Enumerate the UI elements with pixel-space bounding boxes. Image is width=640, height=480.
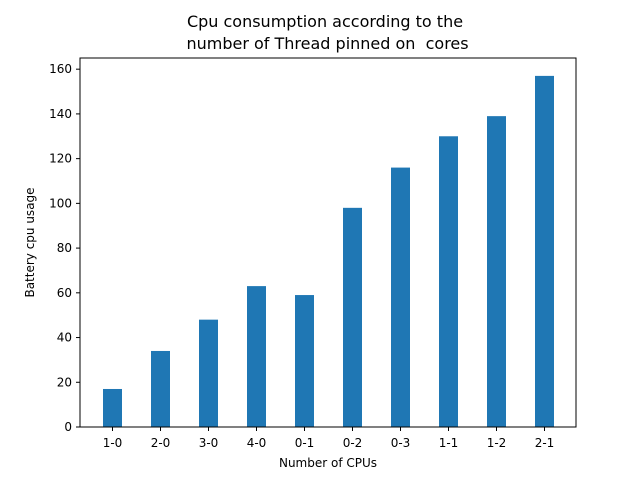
y-tick-label: 120 [49, 152, 72, 166]
chart-title-line-2: number of Thread pinned on cores [181, 34, 468, 53]
y-axis-label: Battery cpu usage [23, 187, 37, 297]
bar-3-0 [199, 319, 218, 427]
y-tick-label: 140 [49, 107, 72, 121]
y-tick-label: 100 [49, 196, 72, 210]
bar-0-3 [391, 167, 410, 427]
bar-2-0 [151, 350, 170, 427]
x-tick-label: 4-0 [247, 436, 267, 450]
chart-title-line-1: Cpu consumption according to the [187, 12, 463, 31]
x-tick-label: 0-1 [295, 436, 315, 450]
x-tick-label: 2-0 [151, 436, 171, 450]
y-tick-label: 20 [57, 375, 72, 389]
x-tick-label: 0-2 [343, 436, 363, 450]
y-tick-label: 0 [64, 420, 72, 434]
bar-4-0 [247, 286, 266, 427]
y-tick-label: 60 [57, 286, 72, 300]
x-tick-label: 0-3 [391, 436, 411, 450]
x-tick-label: 1-1 [439, 436, 459, 450]
x-axis-ticks: 1-0 2-0 3-0 4-0 0-1 0-2 0-3 1-1 1-2 2-1 [103, 427, 555, 450]
bars-group [103, 75, 554, 428]
bar-1-0 [103, 388, 122, 427]
bar-2-1 [535, 75, 554, 428]
bar-1-2 [487, 116, 506, 428]
y-tick-label: 80 [57, 241, 72, 255]
bar-0-1 [295, 295, 314, 427]
x-tick-label: 1-2 [487, 436, 507, 450]
x-axis-label: Number of CPUs [279, 456, 377, 470]
y-axis-ticks: 0 20 40 60 80 100 120 140 160 [49, 62, 80, 434]
y-tick-label: 160 [49, 62, 72, 76]
y-tick-label: 40 [57, 331, 72, 345]
x-tick-label: 2-1 [535, 436, 555, 450]
bar-0-2 [343, 207, 362, 427]
x-tick-label: 3-0 [199, 436, 219, 450]
bar-1-1 [439, 136, 458, 428]
plot-frame [79, 57, 577, 428]
x-tick-label: 1-0 [103, 436, 123, 450]
